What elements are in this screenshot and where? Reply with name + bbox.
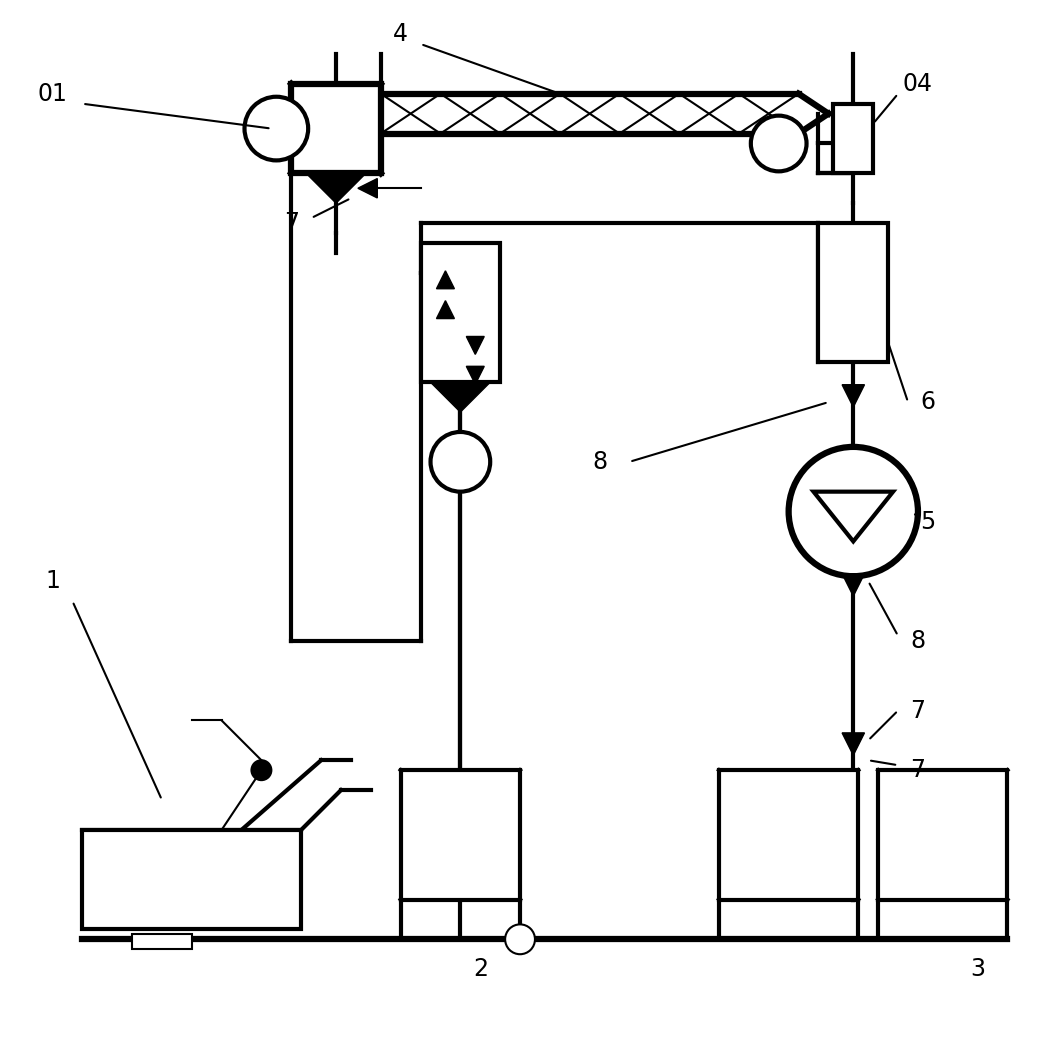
Text: 4: 4 bbox=[393, 22, 408, 46]
Bar bbox=[132, 935, 192, 949]
Polygon shape bbox=[437, 300, 455, 318]
Polygon shape bbox=[842, 574, 865, 597]
Bar bbox=[421, 243, 500, 382]
Text: 7: 7 bbox=[911, 699, 925, 723]
Polygon shape bbox=[842, 733, 865, 755]
Bar bbox=[719, 770, 859, 899]
Text: 8: 8 bbox=[593, 450, 607, 474]
Polygon shape bbox=[306, 173, 366, 203]
Text: 5: 5 bbox=[920, 509, 936, 534]
Text: 7: 7 bbox=[284, 211, 299, 235]
Polygon shape bbox=[813, 491, 894, 541]
Bar bbox=[818, 223, 888, 362]
Polygon shape bbox=[466, 366, 484, 384]
Bar bbox=[878, 770, 1007, 899]
Bar bbox=[833, 103, 873, 173]
Text: 1: 1 bbox=[46, 569, 60, 593]
Polygon shape bbox=[430, 382, 490, 412]
Text: 8: 8 bbox=[911, 629, 925, 653]
Polygon shape bbox=[466, 337, 484, 355]
Circle shape bbox=[789, 446, 918, 576]
Text: 01: 01 bbox=[37, 81, 68, 105]
Bar bbox=[83, 830, 301, 929]
Text: 3: 3 bbox=[970, 957, 985, 981]
Polygon shape bbox=[437, 271, 455, 289]
Circle shape bbox=[251, 760, 271, 780]
Text: 7: 7 bbox=[911, 758, 925, 782]
Circle shape bbox=[750, 116, 807, 171]
Text: 04: 04 bbox=[903, 72, 933, 96]
Bar bbox=[292, 83, 381, 173]
Circle shape bbox=[506, 924, 535, 954]
Polygon shape bbox=[358, 178, 377, 198]
Polygon shape bbox=[842, 385, 865, 407]
Text: 2: 2 bbox=[473, 957, 488, 981]
Bar bbox=[401, 770, 520, 899]
Circle shape bbox=[430, 432, 490, 491]
Circle shape bbox=[245, 97, 308, 161]
Text: 6: 6 bbox=[920, 390, 935, 414]
